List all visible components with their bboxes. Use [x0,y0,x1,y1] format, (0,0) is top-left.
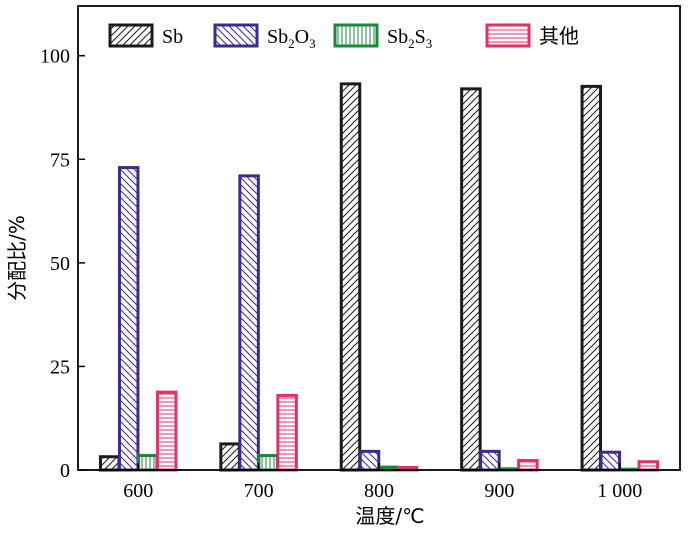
y-tick-label: 100 [40,46,70,68]
bar-其他-600 [155,390,178,472]
bar-其他-1000 [637,460,660,472]
legend: Sb Sb2O3 Sb2S3 其他 [108,23,579,51]
x-tick-label: 800 [364,480,394,502]
y-tick-label: 75 [50,149,70,171]
y-tick-label: 50 [50,253,70,275]
bar-Sb2O3-600 [117,166,140,472]
x-tick-label: 1 000 [597,480,642,502]
bar-Sb2S3-700 [257,454,279,472]
bar-其他-700 [276,393,298,472]
legend-swatch-Sb2S3 [333,23,379,48]
bar-Sb2O3-900 [479,449,501,472]
bar-Sb-800 [339,82,362,472]
bar-Sb-600 [98,455,121,472]
axes-group: 0 25 50 75 100 600 700 800 900 1 000 [40,5,681,502]
x-tick-label: 700 [244,480,274,502]
legend-label-Sb2S3: Sb2S3 [387,26,432,51]
bar-Sb2O3-1000 [599,450,622,472]
legend-swatch-Sb2O3 [213,23,259,48]
x-axis-title: 温度/℃ [355,504,424,528]
bar-Sb2O3-700 [238,174,260,472]
bar-Sb2S3-600 [136,454,159,472]
legend-swatch-Sb [108,23,154,48]
bar-其他-900 [517,458,539,472]
y-axis-title: 分配比/% [5,215,29,301]
legend-label-Sb2O3: Sb2O3 [267,26,316,51]
x-tick-label: 900 [484,480,514,502]
legend-swatch-其他 [485,23,531,48]
x-tick-label: 600 [123,480,153,502]
y-tick-label: 25 [50,356,70,378]
legend-label-Sb: Sb [162,26,183,48]
bar-Sb-700 [219,442,241,472]
bars-group [98,82,660,472]
bar-Sb2O3-800 [358,449,381,472]
legend-label-其他: 其他 [539,25,579,48]
bar-Sb-1000 [580,84,603,472]
y-tick-label: 0 [60,460,70,482]
bar-Sb-900 [460,87,482,472]
